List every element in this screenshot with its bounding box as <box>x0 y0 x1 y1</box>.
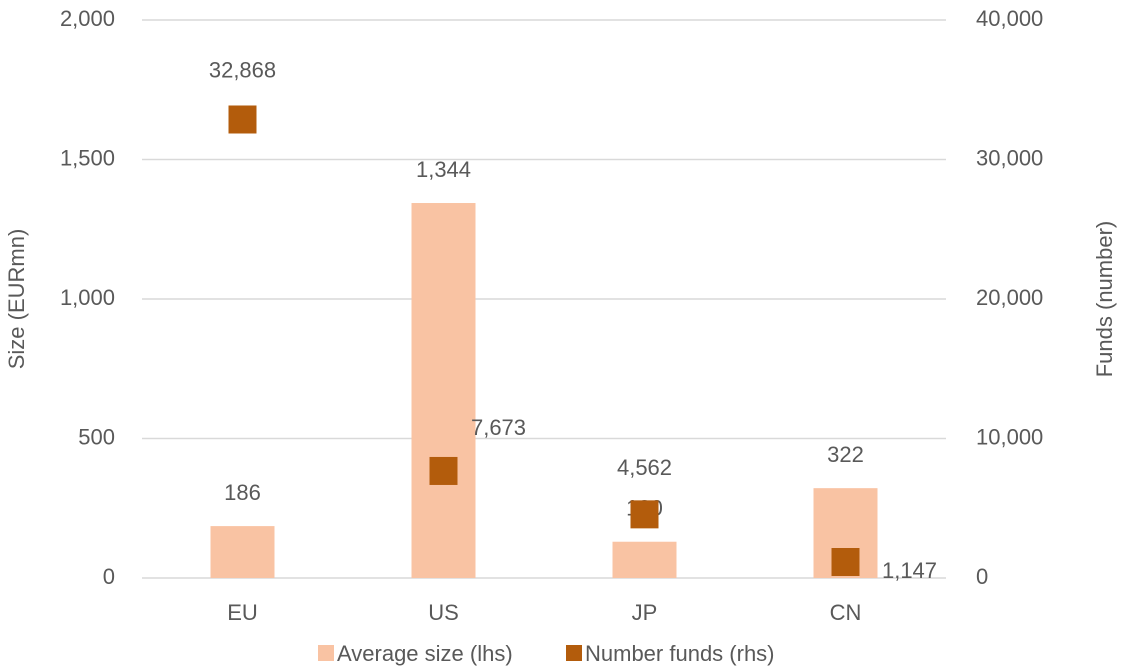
y2-axis-title: Funds (number) <box>1092 221 1117 378</box>
y2-tick-label: 40,000 <box>976 6 1043 31</box>
bar <box>612 541 677 578</box>
marker <box>228 105 257 134</box>
y-tick-label: 1,500 <box>60 145 115 170</box>
x-tick-label: JP <box>632 600 658 625</box>
marker <box>831 547 860 576</box>
marker-value-label: 7,673 <box>471 415 526 440</box>
x-tick-label: US <box>428 600 459 625</box>
legend-label: Average size (lhs) <box>337 641 513 666</box>
marker <box>630 500 659 529</box>
marker-value-label: 1,147 <box>882 558 937 583</box>
y-tick-label: 500 <box>78 424 115 449</box>
y2-tick-label: 30,000 <box>976 145 1043 170</box>
legend-swatch <box>318 645 334 661</box>
y2-tick-label: 10,000 <box>976 424 1043 449</box>
x-tick-label: EU <box>227 600 258 625</box>
bar-value-label: 1,344 <box>416 157 471 182</box>
legend-swatch <box>566 645 582 661</box>
x-tick-label: CN <box>830 600 862 625</box>
marker-value-label: 32,868 <box>209 57 276 82</box>
y-axis-title: Size (EURmn) <box>4 229 29 370</box>
bar-value-label: 186 <box>224 480 261 505</box>
y-tick-label: 1,000 <box>60 285 115 310</box>
legend-label: Number funds (rhs) <box>585 641 775 666</box>
bar <box>411 203 476 579</box>
bar-value-label: 322 <box>827 442 864 467</box>
marker-value-label: 4,562 <box>617 455 672 480</box>
y-tick-label: 0 <box>103 564 115 589</box>
bar <box>210 526 275 578</box>
y-tick-label: 2,000 <box>60 6 115 31</box>
marker <box>429 456 458 485</box>
y2-tick-label: 20,000 <box>976 285 1043 310</box>
y2-tick-label: 0 <box>976 564 988 589</box>
